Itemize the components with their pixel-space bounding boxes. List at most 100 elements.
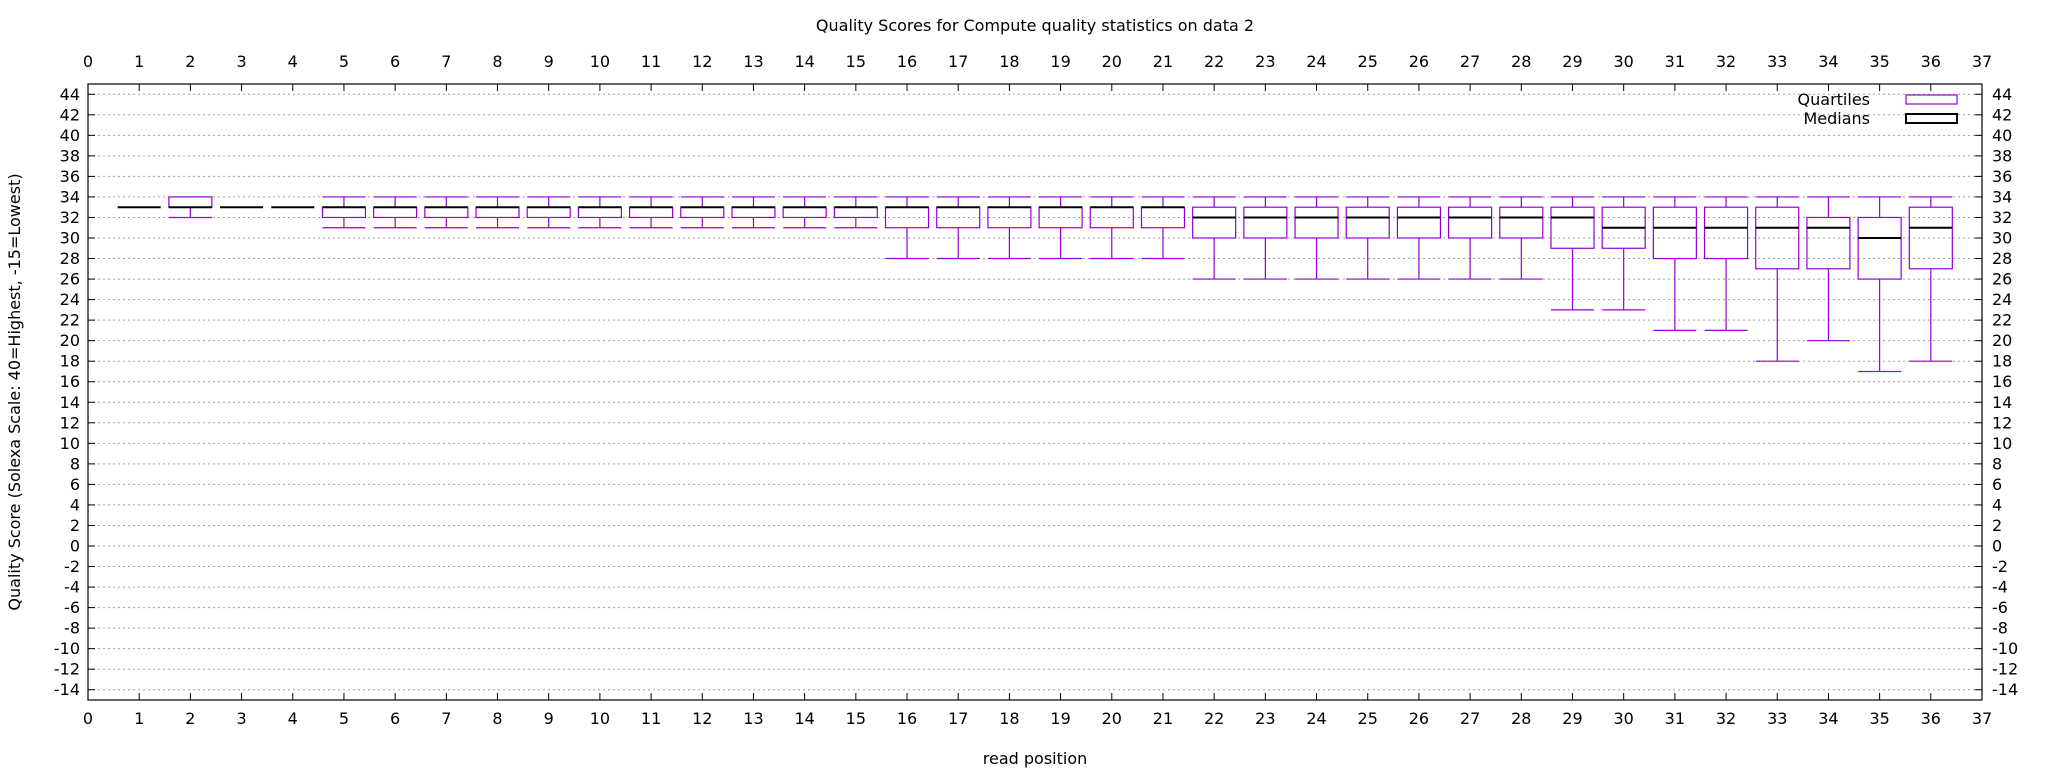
y-tick-label-left: 32: [60, 208, 80, 227]
legend-label-medians: Medians: [1803, 109, 1870, 128]
x-tick-label-bottom: 2: [185, 709, 195, 728]
x-tick-label-bottom: 10: [590, 709, 610, 728]
x-tick-label-bottom: 31: [1665, 709, 1685, 728]
x-tick-label-top: 26: [1409, 52, 1429, 71]
y-tick-label-left: 2: [70, 516, 80, 535]
legend-swatch-quartiles: [1905, 94, 1958, 105]
y-tick-label-right: 8: [1992, 454, 2002, 473]
x-tick-label-bottom: 23: [1255, 709, 1275, 728]
x-tick-label-top: 2: [185, 52, 195, 71]
box-position-8: [475, 196, 520, 229]
y-tick-label-right: 10: [1992, 434, 2012, 453]
x-tick-label-bottom: 29: [1562, 709, 1582, 728]
x-tick-label-top: 29: [1562, 52, 1582, 71]
y-tick-label-right: 14: [1992, 393, 2012, 412]
box-series: [117, 196, 1953, 373]
quartile-box: [1243, 206, 1288, 239]
y-tick-label-left: -6: [64, 598, 80, 617]
x-tick-label-top: 27: [1460, 52, 1480, 71]
box-position-20: [1089, 196, 1134, 260]
y-tick-label-left: 44: [60, 85, 80, 104]
x-tick-label-top: 14: [794, 52, 814, 71]
y-tick-label-right: -14: [1992, 680, 2018, 699]
y-tick-label-left: -4: [64, 578, 80, 597]
x-tick-label-bottom: 24: [1306, 709, 1326, 728]
quartile-box: [1755, 206, 1800, 270]
y-tick-label-left: -8: [64, 619, 80, 638]
y-tick-label-left: 0: [70, 537, 80, 556]
x-tick-label-top: 18: [999, 52, 1019, 71]
box-position-29: [1550, 196, 1595, 311]
y-tick-label-right: 24: [1992, 290, 2012, 309]
y-tick-label-right: 22: [1992, 311, 2012, 330]
y-tick-label-right: 30: [1992, 229, 2012, 248]
box-position-28: [1499, 196, 1544, 280]
x-tick-label-top: 20: [1102, 52, 1122, 71]
y-tick-label-left: -12: [54, 660, 80, 679]
y-tick-label-left: 14: [60, 393, 80, 412]
y-tick-label-left: 40: [60, 126, 80, 145]
box-position-35: [1857, 196, 1902, 373]
y-tick-label-left: 30: [60, 229, 80, 248]
x-tick-label-bottom: 37: [1972, 709, 1992, 728]
x-tick-label-bottom: 7: [441, 709, 451, 728]
quartile-box: [1806, 216, 1851, 270]
quartile-box: [1345, 206, 1390, 239]
y-tick-label-left: 36: [60, 167, 80, 186]
x-tick-label-top: 7: [441, 52, 451, 71]
x-tick-label-bottom: 8: [492, 709, 502, 728]
y-tick-label-left: 26: [60, 270, 80, 289]
box-position-31: [1652, 196, 1697, 331]
x-tick-label-bottom: 14: [794, 709, 814, 728]
y-tick-label-right: 18: [1992, 352, 2012, 371]
box-position-26: [1396, 196, 1442, 280]
y-tick-label-left: 4: [70, 495, 80, 514]
box-position-32: [1703, 196, 1749, 331]
quartile-box: [1857, 216, 1902, 280]
box-position-12: [680, 196, 725, 229]
x-tick-label-bottom: 4: [288, 709, 298, 728]
x-tick-label-bottom: 19: [1050, 709, 1070, 728]
box-position-25: [1345, 196, 1390, 280]
quartile-box: [1448, 206, 1493, 239]
x-tick-label-bottom: 21: [1153, 709, 1173, 728]
x-tick-label-top: 5: [339, 52, 349, 71]
y-tick-label-right: 44: [1992, 85, 2012, 104]
x-tick-label-top: 0: [83, 52, 93, 71]
x-tick-label-bottom: 12: [692, 709, 712, 728]
box-position-23: [1243, 196, 1288, 280]
y-tick-label-right: 42: [1992, 105, 2012, 124]
box-position-5: [321, 196, 367, 229]
box-position-18: [987, 196, 1032, 260]
y-tick-label-right: -12: [1992, 660, 2018, 679]
y-tick-label-right: -4: [1992, 578, 2008, 597]
y-tick-label-left: 18: [60, 352, 80, 371]
x-tick-label-bottom: 13: [743, 709, 763, 728]
y-tick-label-right: -2: [1992, 557, 2008, 576]
x-tick-label-top: 6: [390, 52, 400, 71]
x-tick-label-bottom: 25: [1358, 709, 1378, 728]
box-position-13: [731, 196, 776, 229]
box-position-27: [1448, 196, 1493, 280]
x-tick-label-top: 33: [1767, 52, 1787, 71]
x-tick-label-top: 1: [134, 52, 144, 71]
y-tick-label-right: 36: [1992, 167, 2012, 186]
y-tick-label-right: 12: [1992, 413, 2012, 432]
x-tick-label-bottom: 36: [1921, 709, 1941, 728]
box-position-33: [1755, 196, 1800, 362]
x-tick-label-bottom: 22: [1204, 709, 1224, 728]
y-tick-label-right: 16: [1992, 372, 2012, 391]
x-tick-label-top: 37: [1972, 52, 1992, 71]
x-axis-title: read position: [983, 749, 1088, 768]
x-tick-label-top: 28: [1511, 52, 1531, 71]
x-tick-label-bottom: 28: [1511, 709, 1531, 728]
x-tick-label-bottom: 33: [1767, 709, 1787, 728]
y-tick-label-right: -10: [1992, 639, 2018, 658]
box-position-15: [833, 196, 878, 229]
x-tick-label-top: 10: [590, 52, 610, 71]
box-position-34: [1806, 196, 1851, 342]
box-position-6: [373, 196, 418, 229]
x-tick-label-top: 9: [544, 52, 554, 71]
x-tick-label-bottom: 1: [134, 709, 144, 728]
y-tick-label-left: 24: [60, 290, 80, 309]
